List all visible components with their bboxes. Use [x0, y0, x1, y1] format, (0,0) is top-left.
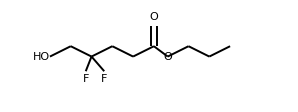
Text: HO: HO — [33, 52, 50, 62]
Text: F: F — [101, 74, 107, 84]
Text: F: F — [83, 74, 89, 84]
Text: O: O — [150, 12, 158, 22]
Text: O: O — [163, 52, 172, 62]
